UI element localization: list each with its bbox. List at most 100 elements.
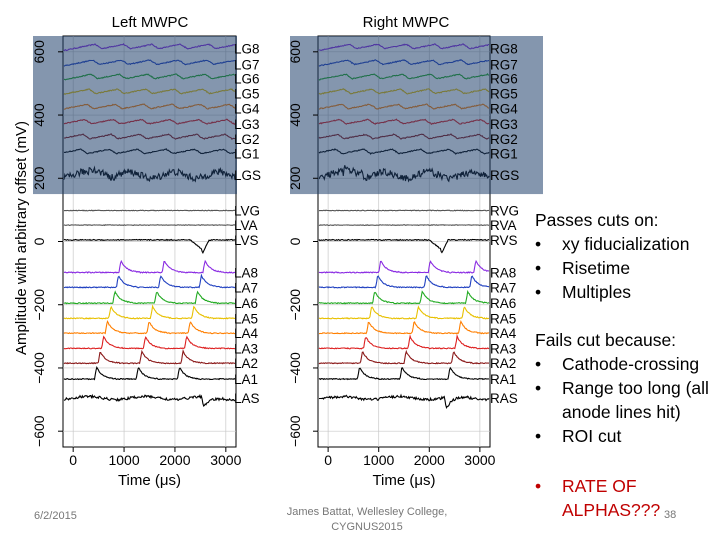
trace-la8 xyxy=(63,259,236,274)
fails-heading: Fails cut because: xyxy=(535,330,677,350)
channel-label-ra7: RA7 xyxy=(490,280,516,295)
fails-item-roi: ROI cut xyxy=(535,424,720,448)
trace-la6 xyxy=(63,290,236,305)
channel-label-rg2: RG2 xyxy=(490,132,518,147)
left-ytick-label--400: −400 xyxy=(31,352,47,384)
right-ytick-label-400: 400 xyxy=(287,103,303,127)
channel-label-lg6: LG6 xyxy=(234,72,260,87)
trace-ra4 xyxy=(319,319,490,335)
footer-author: James Battat, Wellesley College, CYGNUS2… xyxy=(272,505,462,535)
channel-label-lg1: LG1 xyxy=(234,147,260,162)
fails-item-range: Range too long (all anode lines hit) xyxy=(535,376,720,424)
left-ytick-label-0: 0 xyxy=(31,237,47,245)
trace-la3 xyxy=(63,335,236,350)
left-xtick-label-1000: 1000 xyxy=(108,452,139,468)
channel-label-ra4: RA4 xyxy=(490,326,517,341)
rate-bullet: • xyxy=(535,476,542,496)
channel-label-la4: LA4 xyxy=(234,326,259,341)
channel-label-lg8: LG8 xyxy=(234,42,260,57)
right-ytick-label-600: 600 xyxy=(287,40,303,64)
trace-la1 xyxy=(63,366,236,381)
trace-lvg xyxy=(63,209,236,212)
right-panel-title: Right MWPC xyxy=(363,14,450,31)
channel-label-lg3: LG3 xyxy=(234,117,260,132)
right-highlight-box xyxy=(290,36,543,195)
channel-label-rg1: RG1 xyxy=(490,147,518,162)
left-xtick-label-2000: 2000 xyxy=(159,452,190,468)
channel-label-ra2: RA2 xyxy=(490,356,516,371)
left-mwpc-panel: LG8LG7LG6LG5LG4LG3LG2LG1LGSLVGLVALVSLA8L… xyxy=(31,14,261,489)
channel-label-ra6: RA6 xyxy=(490,296,516,311)
trace-ra5 xyxy=(318,305,490,320)
footer-author-line1: James Battat, Wellesley College, xyxy=(286,506,448,518)
channel-label-la5: LA5 xyxy=(234,311,258,326)
right-xtick-label-1000: 1000 xyxy=(363,452,394,468)
right-xtick-label-3000: 3000 xyxy=(464,452,495,468)
channel-label-rg3: RG3 xyxy=(490,117,518,132)
trace-ra2 xyxy=(318,349,490,365)
passes-item-fiducialization: xy fiducialization xyxy=(535,232,720,256)
channel-label-ra8: RA8 xyxy=(490,266,516,281)
channel-label-la3: LA3 xyxy=(234,341,258,356)
right-xtick-label-2000: 2000 xyxy=(414,452,445,468)
right-ytick-label--200: −200 xyxy=(287,289,303,321)
left-ytick-label--200: −200 xyxy=(31,289,47,321)
left-ytick-label-400: 400 xyxy=(31,103,47,127)
trace-lva xyxy=(63,224,236,227)
channel-label-rg8: RG8 xyxy=(490,42,518,57)
channel-label-ras: RAS xyxy=(490,391,518,406)
trace-la2 xyxy=(63,349,235,365)
channel-label-rg6: RG6 xyxy=(490,72,518,87)
fails-list: Cathode-crossing Range too long (all ano… xyxy=(535,352,720,448)
trace-ra6 xyxy=(319,289,490,305)
passes-item-risetime: Risetime xyxy=(535,256,720,280)
passes-item-multiples: Multiples xyxy=(535,280,720,304)
channel-label-la8: LA8 xyxy=(234,266,258,281)
channel-label-lvs: LVS xyxy=(234,233,259,248)
channel-label-rg7: RG7 xyxy=(490,58,518,73)
left-highlight-box xyxy=(33,36,237,195)
trace-lvs xyxy=(63,238,236,255)
channel-label-rvs: RVS xyxy=(490,233,518,248)
trace-rva xyxy=(318,224,490,227)
trace-ras xyxy=(318,393,490,410)
channel-label-lg4: LG4 xyxy=(234,102,260,117)
channel-label-las: LAS xyxy=(234,391,260,406)
trace-rvs xyxy=(318,238,490,254)
channel-label-lva: LVA xyxy=(234,218,258,233)
channel-label-lg2: LG2 xyxy=(234,132,260,147)
trace-rvg xyxy=(318,209,490,212)
trace-ra7 xyxy=(318,275,490,289)
trace-ra8 xyxy=(318,259,490,274)
footer-date: 6/2/2015 xyxy=(34,510,77,522)
right-ytick-label-200: 200 xyxy=(287,166,303,190)
trace-las xyxy=(63,393,236,407)
right-x-axis-label: Time (μs) xyxy=(372,472,435,489)
channel-label-lgs: LGS xyxy=(234,168,261,183)
rate-text: RATE OF ALPHAS??? xyxy=(562,476,661,520)
trace-la5 xyxy=(63,304,236,320)
trace-ra3 xyxy=(318,333,490,350)
fails-item-cathode-crossing: Cathode-crossing xyxy=(535,352,720,376)
channel-label-lg7: LG7 xyxy=(234,58,260,73)
channel-label-rg5: RG5 xyxy=(490,87,518,102)
right-ytick-label--600: −600 xyxy=(287,415,303,447)
trace-la7 xyxy=(63,273,236,289)
channel-label-la7: LA7 xyxy=(234,280,258,295)
trace-la4 xyxy=(63,319,235,335)
channel-label-rva: RVA xyxy=(490,218,517,233)
channel-label-rvg: RVG xyxy=(490,204,519,219)
channel-label-lvg: LVG xyxy=(234,204,260,219)
channel-label-rg4: RG4 xyxy=(490,102,518,117)
right-ytick-label--400: −400 xyxy=(287,352,303,384)
left-panel-title: Left MWPC xyxy=(112,14,189,31)
trace-ra1 xyxy=(318,366,490,381)
right-xtick-label-0: 0 xyxy=(324,452,332,468)
right-mwpc-panel: RG8RG7RG6RG5RG4RG3RG2RG1RGSRVGRVARVSRA8R… xyxy=(287,14,543,489)
left-xtick-label-0: 0 xyxy=(69,452,77,468)
channel-label-la6: LA6 xyxy=(234,296,258,311)
passes-list: xy fiducialization Risetime Multiples xyxy=(535,232,720,304)
footer-page-number: 38 xyxy=(664,509,677,521)
channel-label-rgs: RGS xyxy=(490,168,519,183)
